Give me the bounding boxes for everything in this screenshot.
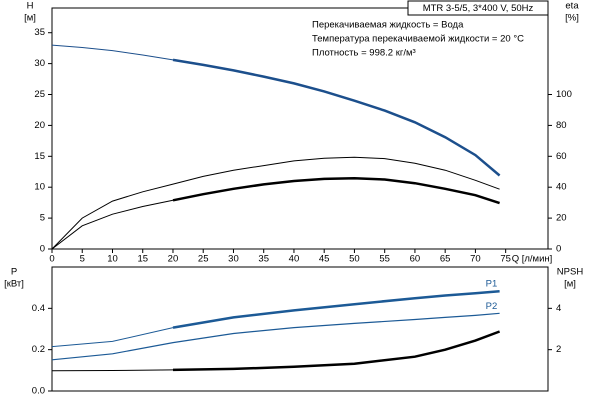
curve <box>51 156 500 250</box>
y2-axis-label: eta <box>565 1 579 12</box>
x-axis-label: Q [л/мин] <box>512 254 553 265</box>
x-tick-label: 45 <box>319 254 330 265</box>
x-tick-label: 40 <box>289 254 300 265</box>
x-tick-label: 60 <box>410 254 421 265</box>
y-tick-label: 20 <box>34 120 45 131</box>
y-tick-label: 0 <box>40 244 45 255</box>
plot-frame <box>51 266 549 392</box>
y2-tick-label: 80 <box>556 120 567 131</box>
curve <box>51 199 174 250</box>
curve <box>172 176 500 205</box>
y-tick-label: 0.2 <box>32 344 45 355</box>
y2-axis-unit: [м] <box>564 279 576 290</box>
x-tick-label: 10 <box>107 254 118 265</box>
x-tick-label: 30 <box>228 254 239 265</box>
y-tick-label: 5 <box>40 213 45 224</box>
y-axis-unit: [кВт] <box>4 279 24 290</box>
curve <box>51 44 174 61</box>
x-tick-label: 70 <box>470 254 481 265</box>
x-tick-label: 50 <box>349 254 360 265</box>
y2-tick-label: 40 <box>556 182 567 193</box>
y2-tick-label: 60 <box>556 151 567 162</box>
y-tick-label: 0.4 <box>32 303 45 314</box>
y2-axis-unit: [%] <box>565 13 579 24</box>
x-tick-label: 5 <box>80 254 85 265</box>
plot-frame <box>51 7 549 250</box>
curve <box>51 327 174 348</box>
series-label: P2 <box>486 301 498 312</box>
y-axis-label: P <box>11 267 17 278</box>
x-tick-label: 35 <box>258 254 269 265</box>
y-tick-label: 30 <box>34 58 45 69</box>
y-tick-label: 25 <box>34 89 45 100</box>
x-tick-label: 75 <box>500 254 511 265</box>
y2-tick-label: 2 <box>556 344 561 355</box>
curve <box>51 369 174 372</box>
x-tick-label: 25 <box>198 254 209 265</box>
x-tick-label: 0 <box>49 254 54 265</box>
x-tick-label: 55 <box>379 254 390 265</box>
y2-tick-label: 0 <box>556 244 561 255</box>
annotation: Температура перекачиваемой жидкости = 20… <box>312 34 524 45</box>
y2-tick-label: 20 <box>556 213 567 224</box>
curve <box>172 289 500 329</box>
y-tick-label: 0.0 <box>32 386 45 397</box>
y2-tick-label: 4 <box>556 303 561 314</box>
x-tick-label: 65 <box>440 254 451 265</box>
series-label: P1 <box>486 279 498 290</box>
title-box <box>407 0 549 16</box>
x-tick-label: 20 <box>168 254 179 265</box>
y-tick-label: 35 <box>34 27 45 38</box>
chart-title: MTR 3-5/5, 3*400 V, 50Hz <box>423 3 534 14</box>
y2-tick-label: 100 <box>556 89 572 100</box>
curve <box>172 58 501 177</box>
annotation: Перекачиваемая жидкость = Вода <box>312 20 464 31</box>
x-tick-label: 15 <box>137 254 148 265</box>
annotation: Плотность = 998.2 кг/м³ <box>312 48 416 59</box>
y-tick-label: 10 <box>34 182 45 193</box>
y-axis-unit: [м] <box>24 13 36 24</box>
y-axis-label: H <box>27 1 34 12</box>
curve <box>172 330 501 372</box>
y2-axis-label: NPSH <box>557 267 584 278</box>
curve <box>51 312 500 361</box>
y-tick-label: 15 <box>34 151 45 162</box>
